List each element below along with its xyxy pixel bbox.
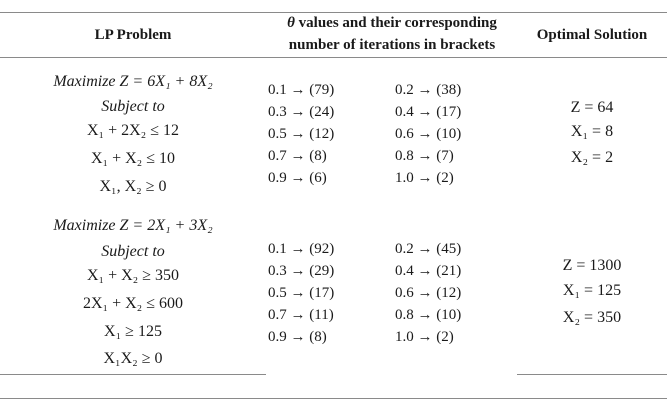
problem-2-line: Subject to — [0, 242, 266, 262]
problem-1-line: Subject to — [0, 97, 266, 117]
bottom-rule-right — [517, 374, 667, 375]
iteration-cell: 0.1 → (79) — [268, 82, 335, 98]
iteration-cell: 0.1 → (92) — [268, 241, 335, 257]
solution-value: Z = 1300 — [562, 257, 622, 274]
problem-1-line: X₁, X₂ ≥ 0 — [0, 177, 266, 197]
lp-text: Maximize Z = 2X₁ + 3X₂ — [53, 217, 213, 234]
problem-2-line: X₁X₂ ≥ 0 — [0, 349, 266, 369]
iteration-cell: 0.5 → (12) — [268, 126, 335, 142]
iteration-cell: 0.3 → (29) — [268, 263, 335, 279]
lp-text: Subject to — [101, 243, 165, 260]
problem-1-line: X₁ + X₂ ≤ 10 — [0, 149, 266, 169]
iteration-cell: 0.7 → (11) — [268, 307, 334, 323]
iteration-cell: 0.9 → (6) — [268, 170, 327, 186]
problem-1-line: Maximize Z = 6X₁ + 8X₂ — [0, 72, 266, 92]
iteration-cell: 0.6 → (10) — [395, 126, 462, 142]
solution-value: X₁ = 125 — [562, 282, 622, 299]
problem-2-line: X₁ ≥ 125 — [0, 322, 266, 342]
top-rule — [0, 12, 667, 13]
header-theta-values: θ values and their corresponding number … — [262, 12, 522, 56]
solution-value: X₁ = 8 — [570, 123, 614, 140]
iteration-cell: 0.6 → (12) — [395, 285, 462, 301]
iteration-cell: 0.9 → (8) — [268, 329, 327, 345]
iteration-cell: 1.0 → (2) — [395, 170, 454, 186]
problem-2-line: Maximize Z = 2X₁ + 3X₂ — [0, 216, 266, 236]
iteration-cell: 0.7 → (8) — [268, 148, 327, 164]
iteration-cell: 0.2 → (45) — [395, 241, 462, 257]
solution-value: X₂ = 2 — [570, 149, 614, 166]
header-optimal-solution: Optimal Solution — [536, 27, 648, 43]
lp-text: X₁, X₂ ≥ 0 — [99, 178, 167, 195]
lp-text: Maximize Z = 6X₁ + 8X₂ — [53, 73, 213, 90]
iteration-cell: 1.0 → (2) — [395, 329, 454, 345]
solution-value: X₂ = 350 — [562, 309, 622, 326]
header-theta-line1: values and their corresponding — [294, 15, 497, 31]
lp-text: X₁ + X₂ ≥ 350 — [86, 267, 180, 284]
lp-text: Subject to — [101, 98, 165, 115]
lp-text: X₁ + 2X₂ ≤ 12 — [86, 122, 180, 139]
lp-text: X₁ ≥ 125 — [104, 323, 162, 340]
problem-2-line: X₁ + X₂ ≥ 350 — [0, 266, 266, 286]
iteration-cell: 0.4 → (17) — [395, 104, 462, 120]
solution-value: Z = 64 — [570, 99, 614, 116]
iteration-cell: 0.4 → (21) — [395, 263, 462, 279]
iteration-cell: 0.2 → (38) — [395, 82, 462, 98]
lp-text: X₁ + X₂ ≤ 10 — [90, 150, 176, 167]
lp-text: X₁X₂ ≥ 0 — [103, 350, 163, 367]
bottom-rule-left — [0, 374, 266, 375]
header-rule — [0, 57, 667, 58]
theta-symbol: θ — [287, 15, 295, 31]
problem-1-line: X₁ + 2X₂ ≤ 12 — [0, 121, 266, 141]
problem-2-line: 2X₁ + X₂ ≤ 600 — [0, 294, 266, 314]
iteration-cell: 0.8 → (7) — [395, 148, 454, 164]
iteration-cell: 0.3 → (24) — [268, 104, 335, 120]
iteration-cell: 0.8 → (10) — [395, 307, 462, 323]
header-lp-problem: LP Problem — [94, 27, 172, 43]
page-bottom-rule — [0, 398, 667, 399]
iteration-cell: 0.5 → (17) — [268, 285, 335, 301]
lp-text: 2X₁ + X₂ ≤ 600 — [82, 295, 184, 312]
header-theta-line2: number of iterations in brackets — [288, 37, 496, 53]
